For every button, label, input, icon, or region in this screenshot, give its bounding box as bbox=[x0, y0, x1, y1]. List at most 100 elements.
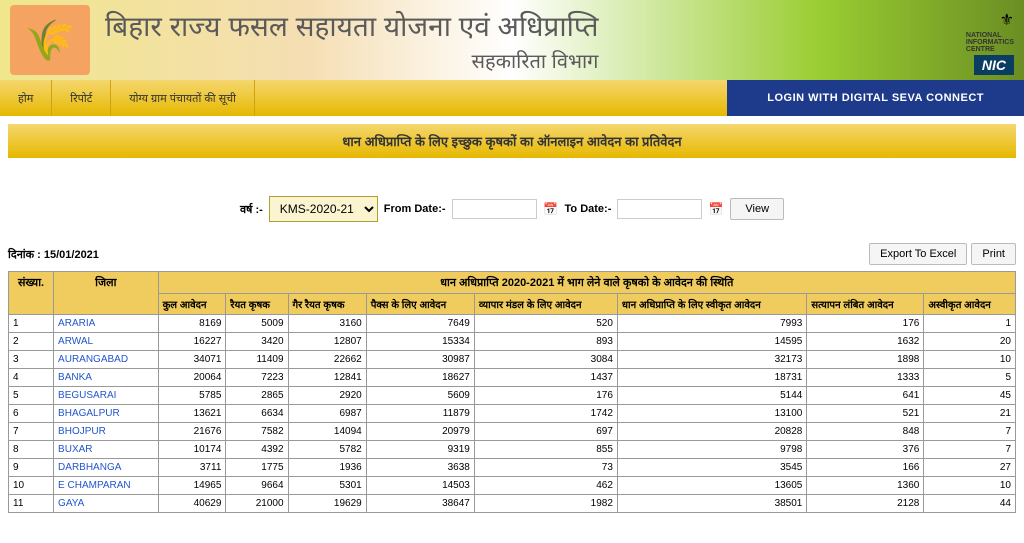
cell-rej: 44 bbox=[924, 495, 1016, 513]
year-label: वर्ष :- bbox=[240, 202, 263, 217]
cell-dhan: 9798 bbox=[617, 441, 806, 459]
cell-packs: 3638 bbox=[366, 459, 474, 477]
cell-total: 14965 bbox=[158, 477, 226, 495]
cell-rej: 7 bbox=[924, 441, 1016, 459]
print-button[interactable]: Print bbox=[971, 243, 1016, 265]
table-row: 1ARARIA816950093160764952079931761 bbox=[9, 315, 1016, 333]
cell-dhan: 18731 bbox=[617, 369, 806, 387]
year-select[interactable]: KMS-2020-21 bbox=[269, 196, 378, 222]
cell-rej: 7 bbox=[924, 423, 1016, 441]
cell-sn: 7 bbox=[9, 423, 54, 441]
view-button[interactable]: View bbox=[730, 198, 784, 220]
cell-district[interactable]: BANKA bbox=[54, 369, 159, 387]
main-title: बिहार राज्य फसल सहायता योजना एवं अधिप्रा… bbox=[105, 7, 598, 45]
cell-gair: 6987 bbox=[288, 405, 366, 423]
login-button[interactable]: LOGIN WITH DIGITAL SEVA CONNECT bbox=[727, 80, 1024, 116]
table-top-bar: दिनांक : 15/01/2021 Export To Excel Prin… bbox=[8, 237, 1016, 271]
cell-total: 8169 bbox=[158, 315, 226, 333]
page-title: धान अधिप्राप्ति के लिए इच्छुक कृषकों का … bbox=[8, 124, 1016, 158]
table-row: 9DARBHANGA371117751936363873354516627 bbox=[9, 459, 1016, 477]
cell-vyapar: 893 bbox=[474, 333, 617, 351]
cell-gair: 3160 bbox=[288, 315, 366, 333]
cell-rej: 5 bbox=[924, 369, 1016, 387]
table-row: 6BHAGALPUR136216634698711879174213100521… bbox=[9, 405, 1016, 423]
cell-rayat: 21000 bbox=[226, 495, 288, 513]
cell-satyapan: 376 bbox=[807, 441, 924, 459]
cell-sn: 8 bbox=[9, 441, 54, 459]
cell-satyapan: 1632 bbox=[807, 333, 924, 351]
cell-dhan: 20828 bbox=[617, 423, 806, 441]
cell-satyapan: 848 bbox=[807, 423, 924, 441]
cell-rej: 10 bbox=[924, 351, 1016, 369]
data-table: संख्या. जिला धान अधिप्राप्ति 2020-2021 म… bbox=[8, 271, 1016, 513]
cell-sn: 10 bbox=[9, 477, 54, 495]
col-dhan: धान अधिप्राप्ति के लिए स्वीकृत आवेदन bbox=[617, 294, 806, 315]
cell-vyapar: 73 bbox=[474, 459, 617, 477]
cell-total: 34071 bbox=[158, 351, 226, 369]
nav-report[interactable]: रिपोर्ट bbox=[52, 80, 111, 116]
nav-home[interactable]: होम bbox=[0, 80, 52, 116]
cell-vyapar: 1982 bbox=[474, 495, 617, 513]
cell-packs: 18627 bbox=[366, 369, 474, 387]
cell-vyapar: 697 bbox=[474, 423, 617, 441]
cell-rayat: 2865 bbox=[226, 387, 288, 405]
cell-district[interactable]: BHOJPUR bbox=[54, 423, 159, 441]
cell-packs: 9319 bbox=[366, 441, 474, 459]
cell-rayat: 7582 bbox=[226, 423, 288, 441]
cell-sn: 2 bbox=[9, 333, 54, 351]
sub-title: सहकारिता विभाग bbox=[105, 47, 598, 74]
cell-packs: 7649 bbox=[366, 315, 474, 333]
cell-rayat: 6634 bbox=[226, 405, 288, 423]
cell-gair: 22662 bbox=[288, 351, 366, 369]
cell-total: 20064 bbox=[158, 369, 226, 387]
cell-rej: 1 bbox=[924, 315, 1016, 333]
cell-rej: 10 bbox=[924, 477, 1016, 495]
cell-dhan: 3545 bbox=[617, 459, 806, 477]
to-date-label: To Date:- bbox=[565, 203, 612, 215]
cell-sn: 11 bbox=[9, 495, 54, 513]
cell-packs: 15334 bbox=[366, 333, 474, 351]
cell-dhan: 32173 bbox=[617, 351, 806, 369]
cell-gair: 5301 bbox=[288, 477, 366, 495]
cell-district[interactable]: AURANGABAD bbox=[54, 351, 159, 369]
col-rejected: अस्वीकृत आवेदन bbox=[924, 294, 1016, 315]
cell-district[interactable]: BUXAR bbox=[54, 441, 159, 459]
cell-district[interactable]: BHAGALPUR bbox=[54, 405, 159, 423]
to-calendar-icon[interactable]: 📅 bbox=[708, 201, 724, 217]
cell-rayat: 9664 bbox=[226, 477, 288, 495]
cell-rayat: 4392 bbox=[226, 441, 288, 459]
col-gair: गैर रैयत कृषक bbox=[288, 294, 366, 315]
cell-total: 13621 bbox=[158, 405, 226, 423]
export-button[interactable]: Export To Excel bbox=[869, 243, 967, 265]
cell-dhan: 5144 bbox=[617, 387, 806, 405]
cell-district[interactable]: ARWAL bbox=[54, 333, 159, 351]
cell-sn: 6 bbox=[9, 405, 54, 423]
table-row: 11GAYA4062921000196293864719823850121284… bbox=[9, 495, 1016, 513]
cell-sn: 1 bbox=[9, 315, 54, 333]
report-date: दिनांक : 15/01/2021 bbox=[8, 247, 99, 262]
table-row: 10E CHAMPARAN149659664530114503462136051… bbox=[9, 477, 1016, 495]
cell-total: 40629 bbox=[158, 495, 226, 513]
from-calendar-icon[interactable]: 📅 bbox=[543, 201, 559, 217]
cell-total: 10174 bbox=[158, 441, 226, 459]
cell-district[interactable]: ARARIA bbox=[54, 315, 159, 333]
cell-satyapan: 641 bbox=[807, 387, 924, 405]
cell-rayat: 7223 bbox=[226, 369, 288, 387]
table-title-row: धान अधिप्राप्ति 2020-2021 में भाग लेने व… bbox=[158, 272, 1015, 294]
cell-vyapar: 176 bbox=[474, 387, 617, 405]
cell-total: 21676 bbox=[158, 423, 226, 441]
cell-packs: 14503 bbox=[366, 477, 474, 495]
wheat-icon: 🌾 bbox=[25, 17, 75, 64]
to-date-input[interactable] bbox=[617, 199, 702, 219]
cell-district[interactable]: BEGUSARAI bbox=[54, 387, 159, 405]
cell-gair: 12807 bbox=[288, 333, 366, 351]
nav-gram-list[interactable]: योग्य ग्राम पंचायतों की सूची bbox=[111, 80, 255, 116]
cell-district[interactable]: DARBHANGA bbox=[54, 459, 159, 477]
header-banner: 🌾 बिहार राज्य फसल सहायता योजना एवं अधिप्… bbox=[0, 0, 1024, 80]
cell-satyapan: 2128 bbox=[807, 495, 924, 513]
cell-district[interactable]: E CHAMPARAN bbox=[54, 477, 159, 495]
cell-satyapan: 1898 bbox=[807, 351, 924, 369]
cell-satyapan: 1333 bbox=[807, 369, 924, 387]
cell-district[interactable]: GAYA bbox=[54, 495, 159, 513]
from-date-input[interactable] bbox=[452, 199, 537, 219]
